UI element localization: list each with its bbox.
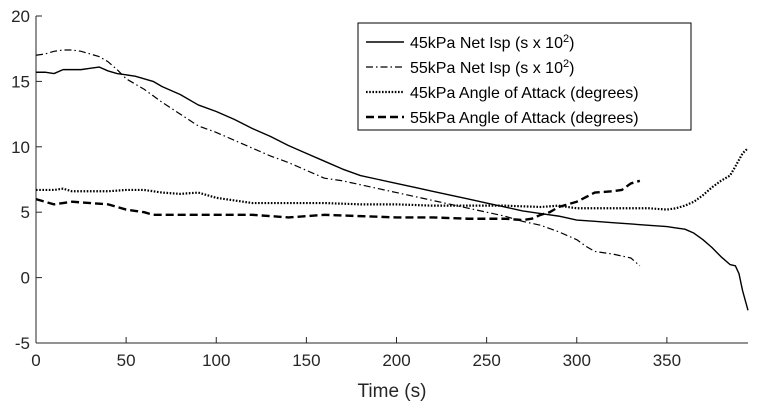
legend: 45kPa Net Isp (s x 102) 55kPa Net Isp (s …	[357, 22, 692, 131]
series-line-2	[35, 49, 641, 267]
x-tick-label: 100	[202, 351, 230, 370]
legend-label-1: 45kPa Net Isp (s x 102)	[410, 33, 574, 52]
legend-label-3: 45kPa Angle of Attack (degrees)	[410, 85, 639, 102]
x-tick-label: 0	[31, 351, 40, 370]
legend-box	[357, 22, 692, 131]
x-tick-label: 350	[653, 351, 681, 370]
x-tick-label: 200	[382, 351, 410, 370]
y-tick-label: 0	[21, 269, 30, 288]
y-tick-label: 20	[11, 7, 30, 26]
x-tick-label: 300	[563, 351, 591, 370]
y-tick-label: 10	[11, 138, 30, 157]
legend-label-2: 55kPa Net Isp (s x 102)	[410, 58, 574, 77]
x-tick-label: 50	[117, 351, 136, 370]
legend-label-4: 55kPa Angle of Attack (degrees)	[410, 110, 639, 127]
y-tick-label: 15	[11, 72, 30, 91]
series-line-4	[35, 179, 641, 222]
x-tick-label: 150	[292, 351, 320, 370]
axes	[35, 15, 748, 344]
series-line-1	[36, 66, 749, 311]
x-axis-label: Time (s)	[358, 381, 427, 402]
x-tick-label: 250	[472, 351, 500, 370]
series-line-3	[36, 147, 749, 211]
legend-items: 45kPa Net Isp (s x 102) 55kPa Net Isp (s …	[366, 33, 639, 127]
y-tick-label: -5	[15, 334, 30, 353]
plot-series	[35, 49, 749, 311]
y-tick-label: 5	[21, 203, 30, 222]
